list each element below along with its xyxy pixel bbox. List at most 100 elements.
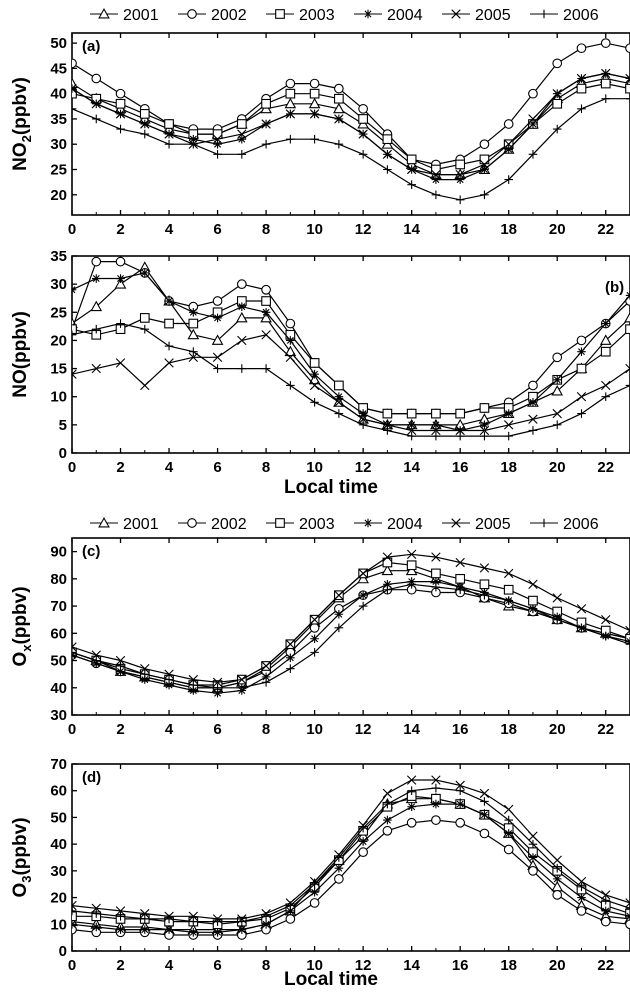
panel-a-point-2002-9 — [285, 78, 296, 89]
panel-b-point-2005-7 — [237, 335, 247, 346]
panel-d-series-2006 — [72, 783, 630, 926]
panel-a-xtick-label-4: 4 — [165, 221, 174, 238]
panel-b-point-2005-16 — [455, 425, 465, 436]
panel-c-ytick-label-40: 40 — [50, 680, 67, 697]
panel-b-point-2005-22 — [601, 380, 611, 391]
panel-d-point-2006-6 — [213, 917, 222, 926]
panel-a-point-2003-16 — [455, 159, 466, 170]
panel-a-point-2004-18 — [504, 144, 513, 154]
panel-a-point-2005-1 — [91, 99, 101, 109]
panel-d-point-2004-3 — [140, 925, 150, 934]
panel-a-point-2003-9 — [285, 88, 296, 99]
panel-c-ytick-label-90: 90 — [50, 544, 67, 561]
panel-c-point-2004-8 — [261, 672, 271, 682]
panel-d-point-2006-2 — [116, 911, 125, 921]
legend-top-label-2001: 2001 — [123, 7, 159, 24]
panel-b-point-2002-7 — [236, 279, 247, 289]
panel-c-xtick-label-0: 0 — [68, 721, 76, 738]
panel-b-xtick-label-14: 14 — [403, 459, 420, 476]
panel-a-point-2005-17 — [479, 159, 490, 170]
panel-c-point-2006-3 — [140, 669, 150, 679]
panel-a-point-2006-5 — [189, 139, 198, 149]
panel-a-xtick-label-18: 18 — [500, 221, 517, 238]
panel-c-point-2005-21 — [576, 604, 587, 614]
panel-d-point-2005-0 — [72, 900, 77, 911]
panel-b-point-2006-3 — [140, 324, 150, 334]
panel-b-point-2006-8 — [261, 364, 271, 373]
panel-b-point-2005-23 — [625, 363, 630, 374]
panel-a-point-2005-7 — [237, 129, 247, 139]
panel-a-line-2002 — [72, 42, 630, 166]
panel-b-point-2005-17 — [479, 425, 490, 436]
legend-mid-marker-2004 — [363, 518, 373, 528]
panel-a-point-2003-4 — [164, 119, 174, 129]
panel-c-xtick-label-20: 20 — [549, 721, 566, 738]
panel-a-point-2006-20 — [552, 124, 562, 134]
panel-a-point-2006-9 — [286, 134, 295, 144]
panel-d-point-2002-0 — [72, 924, 77, 935]
panel-d-point-2006-7 — [237, 917, 247, 926]
panel-c-xtick-label-18: 18 — [500, 721, 517, 738]
panel-d-frame — [71, 763, 630, 952]
panel-a-tag: (a) — [82, 38, 100, 55]
legend-mid-marker-2006 — [539, 518, 549, 528]
panel-c-point-2004-5 — [189, 686, 198, 695]
panel-c-series-2005 — [72, 549, 630, 688]
panel-c-point-2005-3 — [140, 664, 150, 674]
panel-d-point-2002-16 — [455, 817, 466, 828]
panel-d-xtick-label-14: 14 — [403, 957, 420, 974]
panel-d-point-2006-10 — [310, 879, 319, 889]
panel-a-point-2002-18 — [503, 119, 514, 129]
panel-c-line-2001 — [72, 570, 630, 689]
panel-a-point-2006-0 — [72, 104, 77, 114]
panel-b-point-2004-2 — [116, 274, 125, 283]
panel-c-point-2006-13 — [383, 585, 392, 595]
panel-c-ylabel: Ox(ppbv) — [10, 586, 34, 666]
panel-a-point-2006-2 — [116, 124, 125, 134]
panel-d-xtick-label-22: 22 — [597, 957, 614, 974]
legend-top-item-2003: 2003 — [266, 7, 335, 24]
panel-d-series-2003 — [72, 791, 630, 930]
panel-d-ytick-label-20: 20 — [50, 890, 67, 907]
panel-d-point-2002-20 — [552, 890, 563, 900]
panel-b-xtick-label-20: 20 — [549, 459, 566, 476]
panel-a-point-2006-14 — [407, 180, 416, 189]
panel-a-point-2006-7 — [237, 150, 247, 159]
panel-d-point-2002-22 — [600, 916, 611, 927]
panel-b-point-2001-23 — [624, 311, 630, 323]
panel-c-point-2006-14 — [407, 579, 416, 589]
panel-a-ytick-label-30: 30 — [50, 136, 67, 153]
panel-a-point-2005-11 — [334, 114, 344, 124]
panel-d-point-2005-5 — [188, 911, 198, 921]
panel-c-point-2005-13 — [382, 552, 393, 562]
panel-a-point-2005-13 — [382, 149, 393, 160]
legend-mid-marker-2003 — [275, 518, 285, 528]
panel-d-point-2005-22 — [601, 890, 611, 900]
panel-d-point-2002-14 — [406, 817, 417, 828]
panel-d-point-2004-12 — [358, 837, 368, 846]
panel-d-point-2006-0 — [72, 906, 77, 916]
panel-d-point-2004-8 — [261, 919, 271, 929]
panel-c-point-2006-16 — [455, 585, 465, 595]
panel-d-point-2006-17 — [480, 797, 489, 806]
panel-a-ylabel: NO2(ppbv) — [10, 77, 34, 171]
panel-c-point-2006-15 — [431, 582, 441, 592]
panel-a-point-2005-18 — [504, 139, 514, 149]
panel-c-point-2006-21 — [577, 623, 586, 633]
panel-b-point-2005-2 — [115, 358, 126, 368]
panel-d-point-2004-5 — [189, 928, 198, 937]
panel-d-point-2005-2 — [115, 906, 126, 916]
panel-a-point-2002-22 — [600, 38, 611, 48]
panel-c-point-2005-4 — [164, 669, 174, 679]
panel-a-point-2003-3 — [139, 109, 150, 119]
panel-a-series-2006 — [72, 94, 630, 205]
panel-c-point-2004-11 — [334, 609, 344, 619]
panel-a-point-2006-8 — [261, 139, 271, 149]
panel-b-frame — [71, 255, 630, 454]
panel-d-point-2002-23 — [625, 919, 630, 930]
panel-c-point-2006-10 — [310, 648, 319, 657]
panel-b-point-2002-21 — [576, 335, 587, 346]
panel-a-ytick-label-45: 45 — [50, 60, 67, 77]
panel-b-xtick-label-6: 6 — [213, 459, 221, 476]
legend-mid-marker-2002 — [187, 518, 197, 528]
